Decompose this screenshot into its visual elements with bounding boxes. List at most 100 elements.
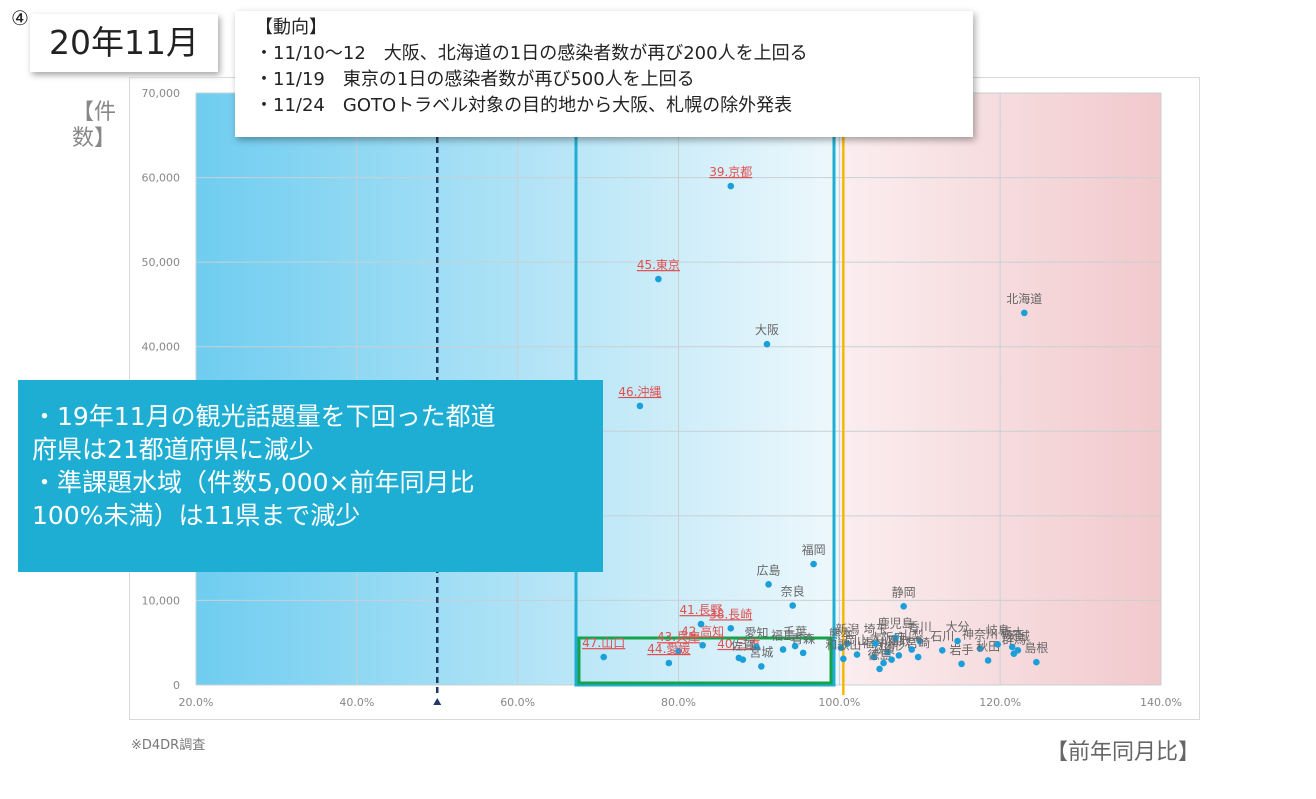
data-label: 岐阜: [986, 623, 1010, 637]
data-label: 徳島: [868, 647, 892, 662]
data-point: [765, 581, 772, 588]
info-line: ・準課題水域（件数5,000×前年同月比: [32, 468, 475, 497]
y-tick-label: 60,000: [142, 172, 181, 185]
data-label: 神奈川: [962, 628, 998, 642]
data-point: [976, 645, 984, 652]
data-point: [892, 634, 899, 641]
data-point: [872, 640, 879, 647]
info-line: ・19年11月の観光話題量を下回った都道: [32, 402, 496, 431]
data-point: [994, 641, 1002, 648]
data-label: 石川: [930, 629, 954, 643]
data-label: 茨城: [1006, 629, 1030, 643]
data-label: 41.長野: [679, 603, 722, 617]
data-point: [791, 642, 799, 650]
data-label: 福岡: [802, 542, 826, 557]
x-tick-label: 20.0%: [179, 696, 214, 709]
data-point: [837, 644, 845, 652]
info-callout: ・19年11月の観光話題量を下回った都道 府県は21都道府県に減少 ・準課題水域…: [18, 380, 603, 572]
trend-line: ・11/10～12 大阪、北海道の1日の感染者数が再び200人を上回る: [255, 43, 808, 64]
x-tick-label: 40.0%: [339, 696, 374, 709]
data-point: [880, 659, 887, 667]
data-label: 愛知: [744, 626, 768, 640]
data-point: [600, 653, 608, 661]
sub-issue-zone-box: [577, 636, 833, 685]
data-point: [853, 651, 861, 658]
data-label: 秋田: [976, 639, 1000, 653]
month-label: 20年11月: [30, 14, 218, 72]
data-point: [758, 663, 765, 670]
data-label: 40.三重: [717, 637, 760, 651]
data-point: [954, 637, 961, 645]
data-label: 北海道: [1006, 291, 1042, 306]
data-label: 広島: [757, 562, 781, 577]
data-point: [799, 649, 807, 657]
data-label: 大分: [946, 620, 970, 634]
x-tick-label: 140.0%: [1140, 696, 1182, 709]
data-label: 埼玉: [864, 623, 888, 637]
data-point: [636, 402, 644, 410]
data-label: 静岡: [892, 585, 916, 599]
data-label: 島根: [1024, 640, 1048, 655]
data-point: [665, 659, 673, 667]
data-label: 栃木: [1000, 626, 1024, 640]
data-label: 新潟: [835, 622, 859, 637]
data-point: [1020, 309, 1028, 317]
data-point: [1008, 643, 1016, 651]
x-tick-label: 120.0%: [979, 696, 1021, 709]
data-label: 千葉: [783, 625, 807, 639]
data-label: 香川: [908, 620, 932, 634]
data-label: 38.長崎: [709, 607, 752, 621]
reference-arrow-icon: [433, 698, 442, 705]
data-label: 44.愛媛: [647, 642, 690, 656]
data-point: [895, 652, 903, 659]
y-tick-label: 0: [173, 679, 180, 692]
slide-number-marker: ④: [11, 6, 29, 30]
x-tick-label: 80.0%: [661, 696, 696, 709]
data-label: 鳥取: [887, 633, 911, 648]
info-line: 府県は21都道府県に減少: [32, 435, 314, 464]
trend-callout: 【動向】 ・11/10～12 大阪、北海道の1日の感染者数が再び200人を上回る…: [235, 11, 973, 137]
data-point: [884, 648, 891, 656]
data-point: [914, 653, 922, 661]
data-label: 岩手: [950, 642, 974, 657]
x-axis-unit: 【前年同月比】: [1046, 740, 1201, 765]
data-label: 47.山口: [582, 636, 625, 650]
data-label: 鹿児島: [878, 616, 914, 631]
y-tick-label: 10,000: [142, 594, 181, 607]
data-point: [675, 647, 682, 655]
data-point: [984, 657, 992, 664]
data-point: [655, 275, 662, 283]
y-tick-label: 70,000: [142, 87, 181, 100]
data-point: [876, 665, 883, 673]
data-point: [1033, 658, 1040, 666]
data-point: [779, 646, 787, 653]
data-point: [840, 655, 847, 663]
data-label: 大阪: [755, 323, 779, 337]
data-point: [739, 656, 747, 663]
data-point: [727, 182, 735, 190]
data-point: [753, 643, 760, 651]
data-point: [888, 656, 895, 663]
data-label: 46.沖縄: [618, 384, 661, 399]
y-tick-label: 40,000: [142, 341, 181, 354]
data-point: [916, 637, 924, 645]
data-label: 大阪府: [870, 630, 906, 645]
data-label: 山梨: [900, 628, 924, 642]
data-label: 青森: [791, 631, 815, 646]
data-point: [908, 646, 916, 653]
y-tick-label: 50,000: [142, 256, 181, 269]
data-label: 宮城: [749, 644, 773, 659]
trend-line: ・11/19 東京の1日の感染者数が再び500人を上回る: [255, 69, 695, 90]
data-label: 42.高知: [681, 623, 724, 638]
data-point: [844, 640, 851, 647]
data-point: [763, 340, 771, 348]
data-label: 和歌山: [825, 637, 861, 652]
data-point: [727, 625, 735, 632]
data-point: [1014, 647, 1022, 654]
data-label: 45.東京: [637, 258, 680, 272]
data-point: [958, 660, 965, 668]
trend-line: ・11/24 GOTOトラベル対象の目的地から大阪、札幌の除外発表: [255, 95, 793, 116]
data-label: 熊本: [829, 626, 853, 641]
trend-heading: 【動向】: [255, 17, 327, 38]
